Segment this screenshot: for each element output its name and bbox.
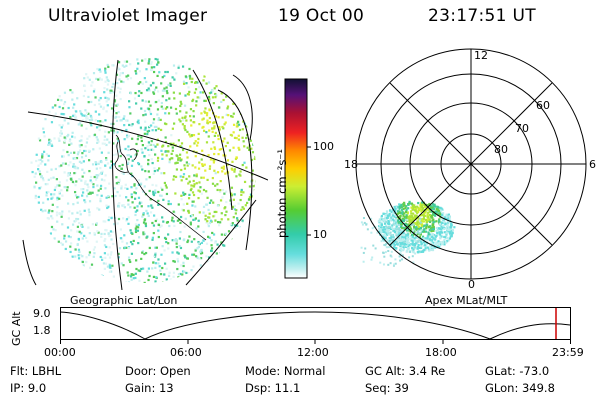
x-tick-0600: 06:00 (170, 346, 202, 359)
coastline (114, 134, 207, 241)
observation-time: 23:17:51 UT (428, 6, 536, 26)
status-seq: Seq: 39 (365, 381, 409, 395)
altitude-plot (60, 307, 571, 344)
mlt-label-0: 0 (468, 278, 475, 291)
x-tick-2359: 23:59 (552, 346, 584, 359)
polar-grid (355, 48, 587, 280)
status-gc-alt: GC Alt: 3.4 Re (365, 364, 446, 378)
colorbar-tick-100: 100 (313, 140, 334, 153)
colorbar (284, 78, 311, 279)
status-gain: Gain: 13 (125, 381, 174, 395)
x-tick-0000: 00:00 (44, 346, 76, 359)
observation-date: 19 Oct 00 (278, 6, 365, 26)
status-glat: GLat: -73.0 (485, 364, 550, 378)
geographic-image (22, 57, 268, 290)
gc-alt-label: GC Alt (10, 311, 23, 346)
polar-emission-pixels (360, 200, 456, 267)
x-tick-1800: 18:00 (425, 346, 457, 359)
colorbar-tick-10: 10 (313, 228, 327, 241)
altitude-curve (60, 311, 571, 340)
mlat-label-70: 70 (515, 122, 529, 135)
geo-grid-lines (22, 59, 268, 290)
colorbar-label: photon cm⁻²s⁻¹ (275, 149, 289, 238)
alt-tick-1-8: 1.8 (33, 324, 51, 337)
status-mode: Mode: Normal (245, 364, 326, 378)
apex-caption: Apex MLat/MLT (425, 294, 508, 307)
geo-emission-pixels (30, 57, 256, 283)
mlat-label-80: 80 (494, 143, 508, 156)
status-dsp: Dsp: 11.1 (245, 381, 301, 395)
alt-tick-9: 9.0 (33, 307, 51, 320)
mlt-label-6: 6 (589, 158, 596, 171)
status-door: Door: Open (125, 364, 191, 378)
x-tick-1200: 12:00 (297, 346, 329, 359)
mlt-label-18: 18 (344, 158, 358, 171)
mlat-label-60: 60 (536, 99, 550, 112)
status-glon: GLon: 349.8 (485, 381, 555, 395)
status-flt: Flt: LBHL (10, 364, 62, 378)
instrument-title: Ultraviolet Imager (48, 6, 208, 26)
polar-plot: 12 18 6 0 60 70 80 (344, 48, 596, 291)
status-ip: IP: 9.0 (10, 381, 47, 395)
geographic-caption: Geographic Lat/Lon (70, 294, 178, 307)
mlt-label-12: 12 (474, 49, 488, 62)
